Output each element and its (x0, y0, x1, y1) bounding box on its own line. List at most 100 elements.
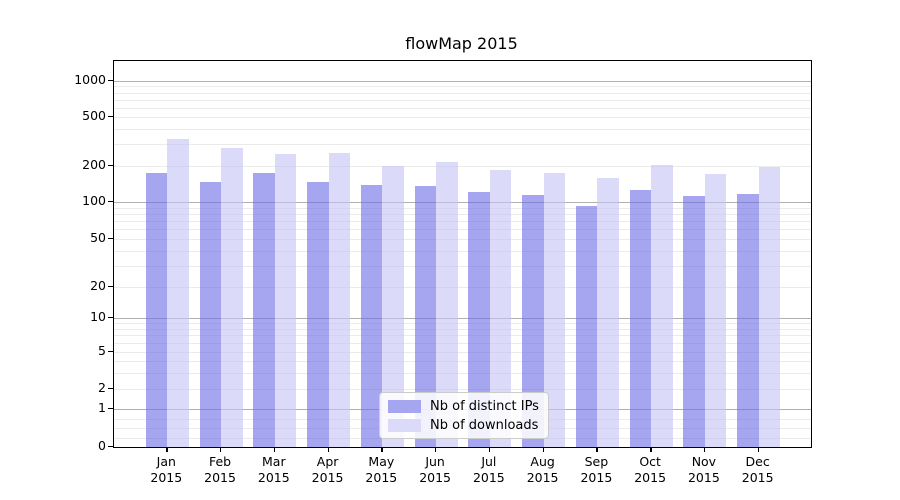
y-tick-label: 200 (82, 157, 106, 172)
y-tick-label: 10 (90, 309, 106, 324)
gridline-major (114, 318, 811, 319)
bar-distinct-ips-nov (683, 196, 705, 447)
x-tick-label-may: May 2015 (365, 454, 398, 485)
y-tick-label: 50 (90, 230, 106, 245)
gridline-minor (114, 372, 811, 374)
x-tick-mark (542, 447, 544, 452)
bar-downloads-dec (758, 167, 781, 447)
gridline-minor (114, 117, 811, 118)
gridline-minor (114, 144, 811, 146)
x-tick-mark (488, 447, 491, 452)
legend-swatch-downloads (388, 418, 421, 432)
x-tick-mark (703, 447, 706, 452)
gridline-minor (114, 343, 811, 345)
plot-area: Nb of distinct IPs Nb of downloads (113, 60, 812, 448)
y-tick-label: 100 (82, 193, 106, 208)
y-tick-label: 0 (98, 438, 106, 453)
gridline-minor (114, 229, 811, 231)
y-tick-mark (108, 317, 113, 319)
gridline-minor (114, 207, 811, 209)
x-tick-mark (650, 447, 652, 452)
legend-item-distinct-ips: Nb of distinct IPs (380, 399, 548, 414)
y-tick-mark (108, 351, 113, 353)
y-tick-mark (108, 116, 113, 118)
x-tick-label-nov: Nov 2015 (687, 454, 720, 485)
gridline-minor (114, 239, 811, 240)
x-tick-mark (757, 447, 760, 452)
gridline-minor (114, 323, 811, 325)
bar-distinct-ips-aug (522, 195, 544, 447)
bar-downloads-may (382, 166, 404, 447)
x-tick-label-sep: Sep 2015 (580, 454, 613, 485)
legend-item-downloads: Nb of downloads (380, 418, 548, 433)
y-tick-mark (108, 80, 113, 82)
gridline-minor (114, 166, 811, 167)
x-tick-mark (220, 447, 222, 452)
x-tick-label-aug: Aug 2015 (526, 454, 559, 485)
y-tick-label: 500 (82, 108, 106, 123)
y-tick-mark (108, 388, 113, 390)
bar-distinct-ips-oct (629, 190, 652, 447)
chart-title: flowMap 2015 (405, 34, 518, 53)
gridline-minor (114, 250, 811, 252)
gridline-minor (114, 335, 811, 337)
legend-label-distinct-ips: Nb of distinct IPs (430, 398, 539, 414)
y-tick-mark (108, 286, 113, 288)
bar-downloads-jul (489, 169, 512, 447)
gridline-minor (114, 265, 811, 267)
legend-label-downloads: Nb of downloads (430, 417, 539, 433)
gridline-minor (114, 221, 811, 223)
gridline-minor (114, 107, 811, 109)
y-tick-mark (108, 408, 113, 410)
x-tick-label-apr: Apr 2015 (311, 454, 344, 485)
bar-downloads-jun (436, 162, 458, 447)
y-tick-label: 1 (98, 400, 106, 415)
x-tick-label-mar: Mar 2015 (257, 454, 290, 485)
bar-distinct-ips-may (360, 185, 383, 447)
gridline-minor (114, 328, 811, 330)
bar-distinct-ips-apr (307, 181, 329, 447)
gridline-minor (114, 389, 811, 390)
bar-distinct-ips-jul (468, 192, 490, 447)
bar-downloads-nov (704, 173, 727, 447)
x-tick-label-jul: Jul 2015 (472, 454, 505, 485)
legend-swatch-distinct-ips (388, 399, 421, 413)
y-tick-mark (108, 165, 113, 167)
x-tick-mark (273, 447, 276, 452)
gridline-minor (114, 99, 811, 101)
y-tick-mark (108, 446, 113, 448)
bar-downloads-jan (167, 138, 189, 447)
x-tick-label-feb: Feb 2015 (204, 454, 236, 485)
bar-distinct-ips-feb (199, 182, 222, 447)
bar-downloads-apr (328, 153, 351, 447)
bar-downloads-sep (597, 177, 619, 447)
gridline-major (114, 202, 811, 203)
gridline-minor (114, 86, 811, 88)
bar-downloads-feb (221, 147, 243, 447)
bar-downloads-aug (543, 172, 566, 447)
legend: Nb of distinct IPs Nb of downloads (379, 392, 549, 439)
x-tick-mark (166, 447, 168, 452)
bar-downloads-mar (274, 153, 297, 447)
y-tick-label: 20 (90, 278, 106, 293)
gridline-minor (114, 352, 811, 353)
gridline-minor (114, 128, 811, 130)
x-tick-label-jun: Jun 2015 (419, 454, 451, 485)
gridline-minor (114, 287, 811, 288)
x-tick-label-oct: Oct 2015 (634, 454, 667, 485)
y-tick-label: 1000 (74, 72, 106, 87)
y-tick-mark (108, 238, 113, 240)
y-tick-mark (108, 201, 113, 203)
bar-distinct-ips-dec (737, 194, 759, 447)
x-tick-mark (435, 447, 437, 452)
x-tick-label-jan: Jan 2015 (150, 454, 183, 485)
gridline-minor (114, 361, 811, 362)
gridline-minor (114, 213, 811, 215)
gridline-minor (114, 92, 811, 94)
y-tick-label: 2 (98, 380, 106, 395)
bar-downloads-oct (651, 164, 673, 447)
x-tick-mark (381, 447, 383, 452)
x-tick-label-dec: Dec 2015 (741, 454, 774, 485)
bar-distinct-ips-jun (414, 186, 437, 447)
